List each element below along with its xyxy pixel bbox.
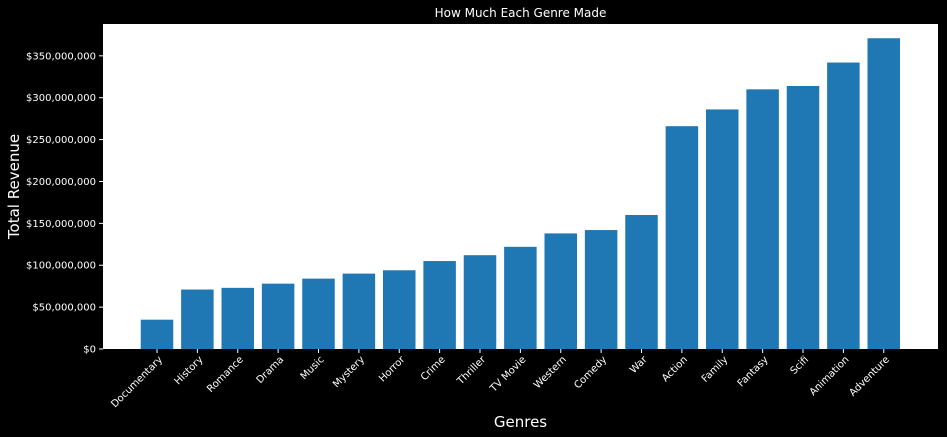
y-tick-label: $300,000,000	[26, 93, 96, 104]
chart-title: How Much Each Genre Made	[435, 6, 607, 20]
x-tick-label: Romance	[205, 354, 246, 395]
x-tick-label: Horror	[377, 354, 408, 385]
x-tick-label: Drama	[255, 354, 287, 386]
bar-animation	[827, 62, 860, 349]
bars-group	[140, 38, 900, 350]
bar-comedy	[584, 230, 618, 349]
bar-music	[302, 278, 335, 349]
x-tick-label: TV Movie	[488, 354, 529, 395]
x-tick-label: Thriller	[455, 354, 489, 388]
bar-crime	[423, 261, 456, 349]
x-tick-label: Documentary	[109, 354, 165, 410]
y-tick-label: $200,000,000	[26, 177, 96, 188]
x-ticks-group: Documentary History Romance Drama Music Myste…	[109, 349, 892, 410]
y-tick-label: $350,000,000	[26, 51, 96, 62]
bar-documentary	[140, 319, 174, 349]
x-tick-label: Action	[660, 354, 690, 384]
bar-fantasy	[746, 89, 779, 349]
bar-war	[625, 214, 658, 349]
x-tick-label: Fantasy	[736, 354, 771, 389]
bar-action	[665, 126, 699, 349]
bar-thriller	[463, 255, 497, 349]
x-tick-label: History	[173, 354, 206, 387]
bar-drama	[261, 283, 295, 349]
x-tick-label: War	[628, 354, 650, 376]
x-axis-title: Genres	[494, 413, 547, 431]
bar-mystery	[342, 273, 376, 349]
y-tick-label: $250,000,000	[26, 135, 96, 146]
bar-western	[544, 233, 577, 349]
y-tick-label: $50,000,000	[32, 303, 96, 314]
x-tick-label: Mystery	[331, 354, 367, 390]
y-tick-label: $150,000,000	[26, 219, 96, 230]
x-tick-label: Scifi	[789, 354, 812, 377]
x-tick-label: Comedy	[572, 354, 609, 391]
x-tick-label: Adventure	[848, 354, 892, 398]
x-tick-label: Crime	[419, 354, 448, 383]
y-tick-label: $100,000,000	[26, 261, 96, 272]
y-ticks-group: $0 $50,000,000 $100,000,000 $150,000,000 $20…	[26, 51, 103, 356]
y-axis-title: Total Revenue	[5, 134, 23, 240]
bar-tv-movie	[504, 246, 537, 349]
x-tick-label: Family	[700, 354, 731, 385]
bar-history	[181, 289, 214, 349]
bar-adventure	[867, 38, 900, 350]
x-tick-label: Music	[299, 354, 327, 382]
x-tick-label: Animation	[808, 354, 852, 398]
bar-horror	[383, 270, 416, 349]
bar-scifi	[786, 85, 820, 350]
bar-romance	[221, 287, 254, 349]
x-tick-label: Western	[532, 354, 569, 391]
y-tick-label: $0	[83, 345, 96, 356]
bar-family	[706, 109, 739, 349]
